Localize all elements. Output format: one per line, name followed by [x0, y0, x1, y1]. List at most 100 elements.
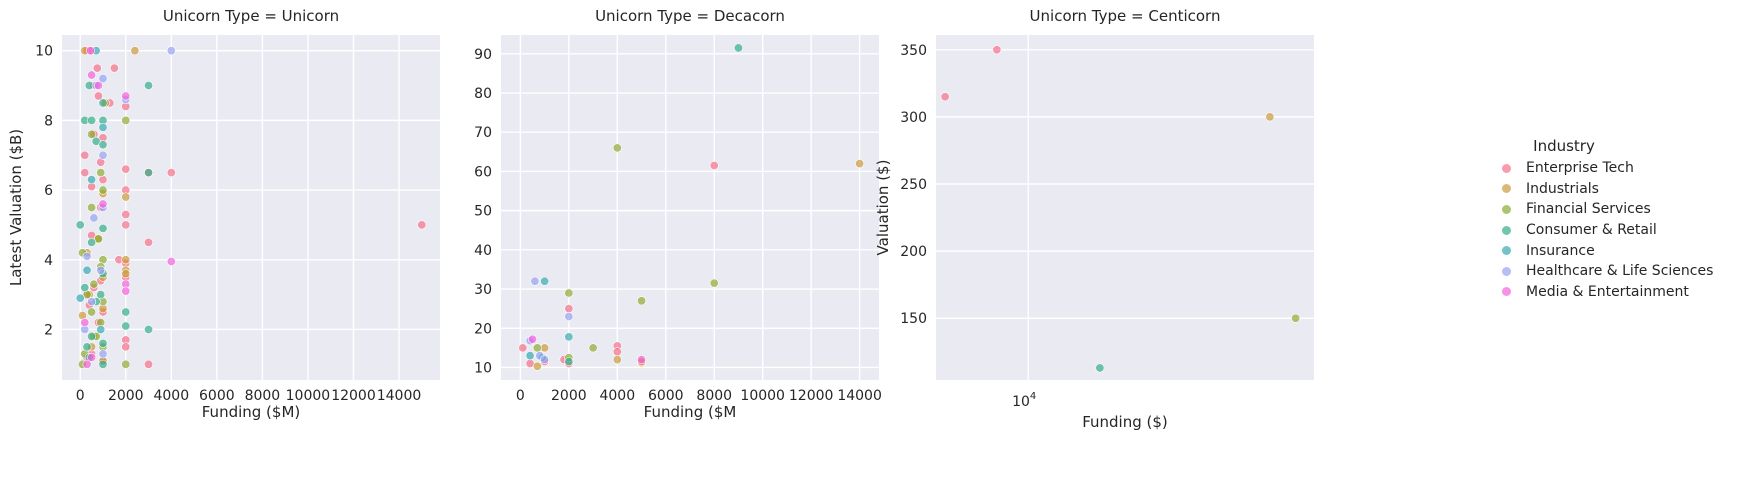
data-point [96, 265, 106, 275]
chart-legend: Industry Enterprise Tech Industrials Finan… [1495, 137, 1735, 302]
data-point [98, 359, 108, 369]
panel-title: Unicorn Type = Centicorn [1030, 7, 1221, 25]
y-tick-label: 6 [44, 183, 53, 199]
legend-marker [1502, 225, 1511, 235]
y-tick-label: 250 [900, 177, 927, 193]
data-point [540, 355, 550, 365]
x-axis-label: Funding ($M) [202, 403, 301, 421]
data-point [96, 324, 106, 334]
data-point [85, 46, 95, 56]
data-point [144, 168, 154, 178]
x-tick-label: 2000 [551, 388, 587, 404]
y-tick-label: 10 [35, 44, 53, 60]
legend-marker [1502, 246, 1511, 256]
data-point [98, 122, 108, 132]
data-point [121, 255, 131, 265]
panel-2: 0 2000 4000 6000 8000 10000 12000 14000 10 20 30 40… [474, 7, 882, 421]
plot-area [936, 35, 1314, 380]
data-point [98, 98, 108, 108]
data-point [564, 311, 574, 321]
y-tick-label: 90 [474, 47, 492, 63]
data-point [92, 63, 102, 73]
legend-item: Financial Services [1495, 199, 1735, 220]
data-point [1265, 112, 1275, 122]
y-tick-label: 8 [44, 113, 53, 129]
data-point [82, 342, 92, 352]
data-point [87, 175, 97, 185]
data-point [144, 81, 154, 91]
data-point [87, 352, 97, 362]
legend-label: Consumer & Retail [1526, 222, 1657, 239]
x-tick-label: 0 [516, 388, 525, 404]
legend-label: Healthcare & Life Sciences [1526, 263, 1714, 280]
data-point [527, 334, 537, 344]
legend-title: Industry [1533, 137, 1595, 155]
data-point [80, 168, 90, 178]
y-tick-label: 300 [900, 110, 927, 126]
data-point [637, 355, 647, 365]
y-tick-label: 150 [900, 311, 927, 327]
data-point [98, 74, 108, 84]
y-tick-label: 50 [474, 204, 492, 220]
data-point [532, 361, 542, 371]
x-tick-label: 104 [1012, 391, 1036, 410]
data-point [121, 220, 131, 230]
data-point [564, 288, 574, 298]
data-point [80, 317, 90, 327]
data-point [93, 91, 103, 101]
data-point [80, 283, 90, 293]
data-point [612, 143, 622, 153]
data-point [89, 279, 99, 289]
x-tick-label: 10000 [286, 388, 331, 404]
data-point [525, 351, 535, 361]
data-point [98, 185, 108, 195]
data-point [144, 324, 154, 334]
data-point [98, 199, 108, 209]
x-axis-label: Funding ($M [644, 403, 737, 421]
data-point [121, 91, 131, 101]
data-point [87, 70, 97, 80]
data-point [80, 150, 90, 160]
legend-marker [1502, 184, 1511, 194]
data-point [564, 304, 574, 314]
x-tick-label: 4000 [599, 388, 635, 404]
data-point [109, 63, 119, 73]
data-point [87, 129, 97, 139]
data-point [82, 251, 92, 261]
data-point [121, 359, 131, 369]
y-tick-label: 60 [474, 164, 492, 180]
data-point [166, 168, 176, 178]
x-tick-label: 2000 [108, 388, 144, 404]
plot-area [62, 35, 440, 380]
data-point [121, 192, 131, 202]
legend-marker [1502, 204, 1511, 214]
legend-label: Enterprise Tech [1526, 160, 1634, 177]
x-tick-label: 6000 [199, 388, 235, 404]
data-point [564, 332, 574, 342]
data-point [93, 81, 103, 91]
legend-marker [1502, 163, 1511, 173]
data-point [417, 220, 427, 230]
legend-label: Insurance [1526, 242, 1595, 259]
data-point [130, 46, 140, 56]
y-tick-label: 20 [474, 321, 492, 337]
x-tick-label: 0 [76, 388, 85, 404]
y-axis-label: Valuation ($) [874, 160, 892, 256]
data-point [121, 269, 131, 279]
legend-item: Industrials [1495, 179, 1735, 200]
y-tick-label: 350 [900, 43, 927, 59]
x-tick-label: 6000 [648, 388, 684, 404]
legend-item: Media & Entertainment [1495, 282, 1735, 303]
x-tick-label: 12000 [789, 388, 834, 404]
panel-title: Unicorn Type = Decacorn [595, 7, 785, 25]
data-point [612, 347, 622, 357]
data-point [82, 359, 92, 369]
y-tick-label: 80 [474, 86, 492, 102]
legend-marker [1502, 287, 1511, 297]
data-point [518, 343, 528, 353]
legend-item: Consumer & Retail [1495, 220, 1735, 241]
y-tick-label: 200 [900, 244, 927, 260]
x-tick-label: 10000 [740, 388, 785, 404]
data-point [87, 203, 97, 213]
x-axis-label: Funding ($) [1082, 413, 1168, 431]
